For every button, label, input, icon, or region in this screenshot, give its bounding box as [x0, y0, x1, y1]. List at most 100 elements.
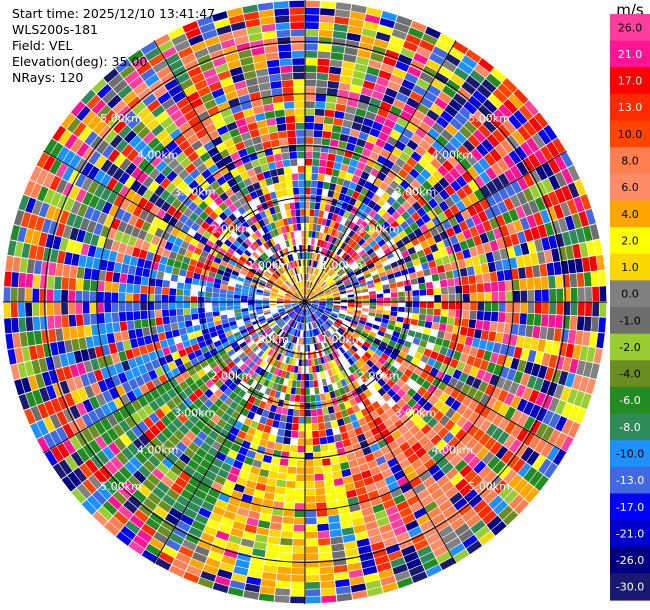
- range-gate: [155, 278, 163, 287]
- range-gate: [312, 260, 316, 268]
- range-gate: [402, 430, 414, 441]
- range-gate: [338, 337, 346, 345]
- range-gate: [327, 268, 334, 276]
- range-gate: [121, 330, 130, 341]
- range-gate: [295, 307, 301, 313]
- range-gate: [372, 472, 384, 483]
- range-gate: [580, 393, 592, 410]
- range-gate: [320, 272, 326, 279]
- range-gate: [267, 411, 276, 420]
- range-gate: [151, 359, 161, 370]
- nrays-label: NRays: 120: [12, 70, 84, 85]
- range-gate: [510, 165, 523, 180]
- range-gate: [464, 257, 474, 268]
- range-gate: [287, 334, 293, 342]
- range-gate: [377, 207, 387, 217]
- range-gate: [402, 464, 415, 476]
- range-gate: [452, 93, 467, 106]
- range-gate: [300, 274, 303, 281]
- range-gate: [355, 486, 368, 496]
- range-gate: [487, 94, 503, 109]
- range-gate: [478, 339, 488, 350]
- range-gate: [400, 482, 413, 494]
- range-gate: [539, 263, 548, 277]
- range-gate: [133, 275, 142, 285]
- range-gate: [282, 348, 287, 356]
- range-gate: [369, 302, 377, 306]
- range-gate: [357, 49, 372, 59]
- range-gate: [286, 473, 296, 481]
- range-gate: [503, 392, 515, 406]
- range-gate: [97, 379, 108, 393]
- range-gate: [213, 537, 228, 548]
- range-gate: [389, 129, 402, 140]
- range-gate: [221, 353, 230, 361]
- range-gate: [111, 302, 119, 313]
- range-gate: [220, 462, 232, 473]
- range-gate: [145, 441, 158, 455]
- range-gate: [345, 489, 357, 499]
- range-gate: [343, 112, 355, 122]
- range-gate: [417, 386, 427, 397]
- range-gate: [496, 322, 505, 333]
- range-gate: [150, 388, 161, 400]
- range-gate: [461, 196, 473, 209]
- range-gate: [461, 420, 474, 433]
- range-gate: [122, 339, 132, 351]
- range-gate: [172, 417, 183, 429]
- range-gate: [430, 103, 444, 116]
- range-gate: [173, 429, 185, 441]
- range-gate: [372, 273, 380, 280]
- range-gate: [305, 115, 315, 123]
- range-gate: [492, 342, 502, 354]
- range-gate: [386, 378, 396, 388]
- range-gate: [270, 139, 280, 148]
- range-gate: [400, 220, 409, 230]
- range-gate: [273, 326, 280, 333]
- range-gate: [492, 227, 503, 240]
- range-gate: [345, 350, 353, 358]
- range-ring-label: 1.00km: [321, 333, 363, 346]
- range-gate: [238, 470, 250, 480]
- range-gate: [310, 409, 317, 417]
- range-gate: [62, 327, 71, 341]
- range-gate: [472, 90, 487, 104]
- range-gate: [575, 227, 586, 243]
- range-gate: [306, 309, 308, 316]
- range-gate: [201, 476, 214, 488]
- range-gate: [436, 353, 446, 363]
- range-gate: [419, 139, 431, 151]
- range-gate: [330, 420, 339, 428]
- range-gate: [297, 438, 305, 446]
- range-gate: [340, 163, 349, 172]
- range-gate: [375, 138, 386, 148]
- range-gate: [309, 290, 314, 297]
- range-gate: [313, 268, 318, 276]
- range-gate: [230, 426, 240, 437]
- range-gate: [423, 458, 436, 470]
- range-gate: [439, 363, 449, 374]
- range-gate: [381, 530, 395, 541]
- range-gate: [476, 348, 485, 360]
- range-gate: [381, 10, 398, 22]
- range-gate: [257, 75, 270, 84]
- range-gate: [416, 418, 427, 430]
- range-gate: [332, 309, 340, 313]
- range-gate: [473, 188, 485, 201]
- range-gate: [419, 289, 427, 296]
- range-gate: [571, 213, 583, 229]
- range-gate: [259, 468, 270, 478]
- range-gate: [510, 180, 522, 194]
- range-gate: [281, 444, 290, 452]
- range-gate: [390, 311, 398, 317]
- range-gate: [504, 169, 516, 183]
- range-gate: [300, 308, 303, 316]
- range-gate: [351, 77, 364, 87]
- range-gate: [309, 282, 313, 289]
- range-gate: [144, 361, 154, 372]
- range-gate: [427, 302, 434, 309]
- range-gate: [395, 239, 404, 248]
- range-gate: [228, 391, 238, 401]
- range-gate: [240, 295, 248, 299]
- range-gate: [423, 133, 436, 146]
